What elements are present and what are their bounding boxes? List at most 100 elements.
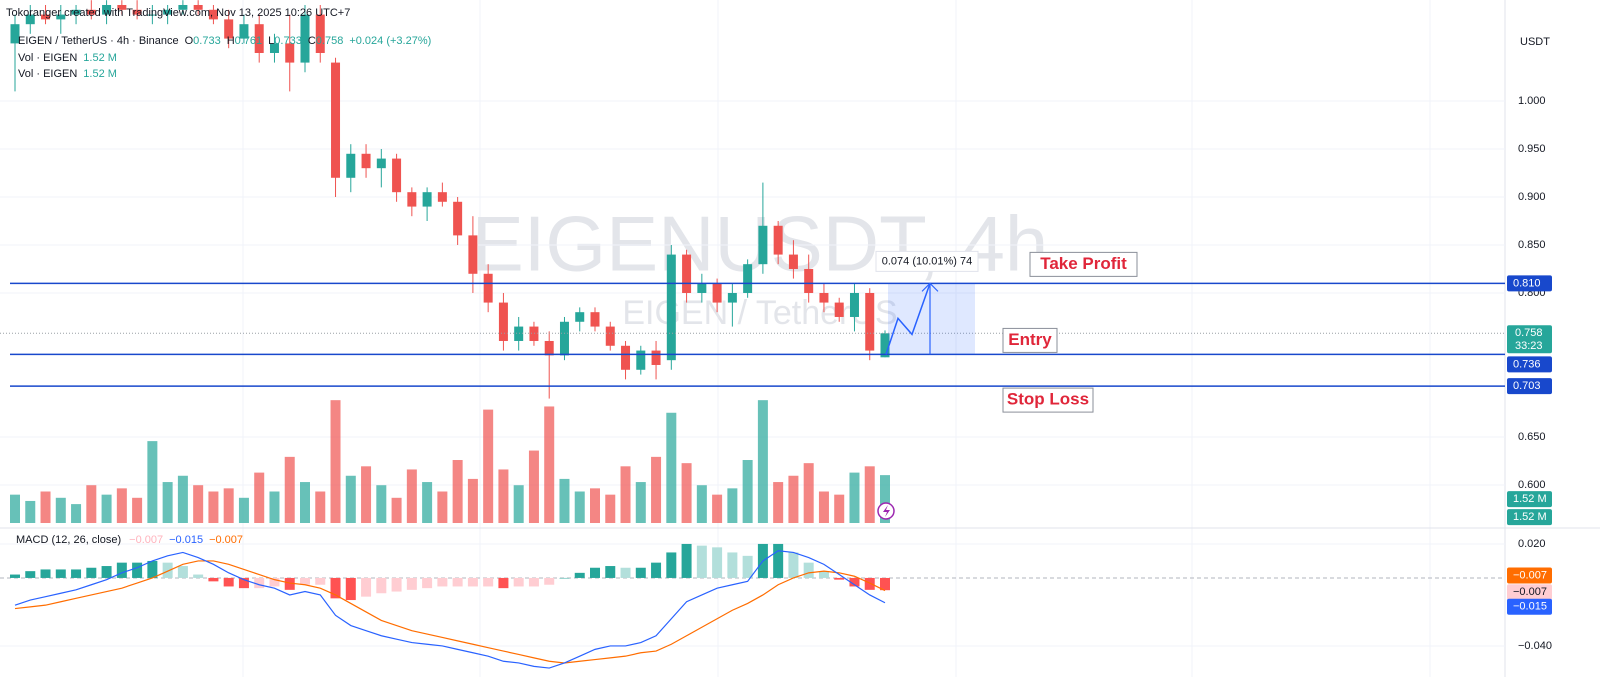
macd-histogram	[361, 577, 372, 597]
candle-body	[773, 225, 783, 255]
volume-bar	[544, 406, 555, 523]
candle-body	[590, 312, 600, 327]
volume-bar	[254, 472, 265, 523]
volume-bar	[284, 456, 295, 523]
macd-histogram	[208, 577, 219, 582]
overlay: 0.6000.6500.8000.8500.9000.9501.000−0.04…	[875, 95, 1552, 652]
signal-line	[14, 560, 886, 664]
macd-histogram	[498, 577, 509, 589]
candle-body	[514, 326, 524, 341]
candle-body	[361, 153, 371, 169]
candle-body	[407, 192, 417, 207]
y-tick-label: 0.650	[1518, 431, 1546, 443]
candle-body	[743, 264, 753, 293]
macd-histogram	[223, 577, 234, 587]
volume-bar	[101, 494, 112, 523]
macd-line	[14, 550, 886, 669]
candle-body	[163, 9, 173, 15]
level-name-box	[1002, 387, 1094, 413]
text-part: EIGEN / TetherUS · 4h · Binance	[18, 35, 179, 47]
volume-bar	[208, 491, 219, 523]
y-tick-label: 0.900	[1518, 191, 1546, 203]
macd-histogram	[40, 569, 51, 578]
macd-histogram	[803, 562, 814, 578]
candle-body	[315, 14, 325, 53]
price-badge-timer: 33:23	[1515, 340, 1543, 352]
y-tick-label: 0.600	[1518, 479, 1546, 491]
macd-histogram	[391, 577, 402, 592]
macd-histogram	[406, 577, 417, 590]
volume-bar	[773, 482, 784, 523]
candle-body	[727, 292, 737, 303]
text-part: −0.015	[169, 534, 203, 546]
macd-histogram	[849, 577, 860, 587]
macd-histogram	[834, 577, 845, 580]
volume-bar	[147, 441, 158, 523]
macd-histogram	[71, 569, 82, 578]
candle-body	[880, 333, 890, 358]
volume-bar	[25, 500, 36, 523]
price-badge-label: 0.703	[1513, 380, 1541, 392]
macd-histogram	[10, 574, 20, 578]
grid	[242, 0, 1431, 677]
volume-bar	[712, 494, 723, 523]
candle-body	[41, 14, 51, 20]
volume-bar	[422, 482, 433, 523]
text-part: C	[308, 35, 316, 47]
text-part: 0.733	[193, 35, 221, 47]
volume-bar	[193, 485, 204, 523]
macd-histogram	[162, 562, 173, 578]
candle-body	[269, 43, 279, 53]
candle-body	[453, 201, 463, 236]
volume-bar	[437, 491, 448, 523]
candle-body	[56, 14, 66, 20]
symbol-line: EIGEN / TetherUS · 4h · Binance O0.733 H0.…	[18, 35, 431, 47]
macd-histogram	[101, 566, 112, 578]
volume-bar	[345, 475, 356, 523]
volume-bar	[528, 450, 539, 523]
candle-body	[651, 350, 661, 365]
text-part: −0.007	[129, 534, 163, 546]
volume-bar	[681, 463, 692, 523]
volume-bar	[376, 485, 387, 523]
level-name-box	[1029, 251, 1138, 277]
volume-bar	[803, 463, 814, 523]
y-tick-label: −0.040	[1518, 640, 1552, 652]
event-icon-bolt	[883, 505, 890, 517]
candle-body	[712, 283, 722, 303]
y-tick-label: 1.000	[1518, 95, 1546, 107]
volume-bar	[849, 472, 860, 523]
text-part: H	[227, 35, 235, 47]
volume-badge	[1507, 509, 1552, 526]
level-name: Take Profit	[1040, 254, 1127, 273]
macd-histogram	[452, 577, 463, 587]
macd-histogram	[696, 545, 707, 578]
candle-body	[865, 292, 875, 351]
price-badge-label: 0.736	[1513, 358, 1541, 370]
candle-body	[193, 4, 203, 10]
macd-histogram	[544, 577, 555, 585]
candle-body	[25, 14, 35, 25]
price-badge	[1507, 356, 1552, 373]
volume-bar	[116, 488, 127, 523]
text-part: Vol · EIGEN	[18, 68, 77, 80]
macd-histogram	[681, 543, 692, 578]
volume-bar	[10, 494, 20, 523]
volume-bar	[177, 475, 188, 523]
macd-histogram	[86, 567, 97, 578]
macd-histogram	[345, 577, 356, 601]
candle-body	[544, 340, 554, 356]
volume-bar	[315, 491, 326, 523]
volume-bar	[467, 478, 478, 523]
candle-body	[10, 24, 20, 44]
volume-bar	[391, 497, 402, 523]
volume-bar	[757, 400, 768, 523]
volume-bar	[238, 497, 249, 523]
volume-badge-label: 1.52 M	[1513, 511, 1547, 523]
macd-histogram	[635, 567, 646, 578]
volume-bar	[300, 482, 310, 523]
macd-badge	[1507, 598, 1552, 615]
candle-body	[559, 321, 569, 356]
macd-histogram	[590, 567, 600, 578]
